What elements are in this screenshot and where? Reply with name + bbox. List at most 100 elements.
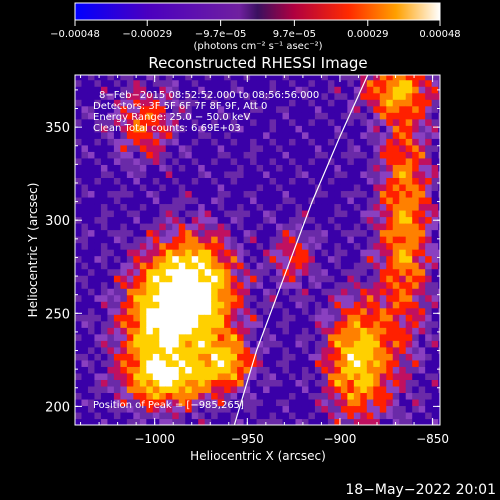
heatmap-cell <box>94 144 102 152</box>
heatmap-cell <box>191 170 199 178</box>
heatmap-cell <box>230 346 238 354</box>
heatmap-cell <box>185 262 193 270</box>
heatmap-cell <box>405 229 413 237</box>
heatmap-cell <box>94 353 102 361</box>
heatmap-cell <box>139 86 147 94</box>
heatmap-cell <box>327 346 335 354</box>
heatmap-cell <box>399 177 407 185</box>
heatmap-cell <box>373 99 381 107</box>
heatmap-cell <box>204 314 212 322</box>
heatmap-cell <box>314 177 323 185</box>
heatmap-cell <box>75 144 83 152</box>
heatmap-cell <box>185 190 193 198</box>
heatmap-cell <box>334 359 342 367</box>
heatmap-cell <box>399 99 407 107</box>
heatmap-cell <box>152 112 160 120</box>
heatmap-cell <box>211 229 219 237</box>
heatmap-cell <box>399 379 407 387</box>
heatmap-cell <box>340 164 348 172</box>
heatmap-cell <box>243 262 251 270</box>
heatmap-cell <box>126 301 134 309</box>
heatmap-cell <box>230 359 238 367</box>
heatmap-cell <box>256 242 264 250</box>
heatmap-cell <box>314 99 323 107</box>
heatmap-cell <box>295 196 303 205</box>
heatmap-cell <box>211 209 219 218</box>
heatmap-cell <box>126 320 134 328</box>
heatmap-cell <box>100 144 109 152</box>
heatmap-cell <box>418 288 426 296</box>
heatmap-cell <box>256 379 264 387</box>
heatmap-cell <box>198 301 206 309</box>
heatmap-cell <box>269 288 277 296</box>
heatmap-cell <box>314 398 323 407</box>
heatmap-cell <box>412 327 420 335</box>
heatmap-cell <box>178 236 186 244</box>
heatmap-cell <box>139 223 147 231</box>
heatmap-cell <box>230 118 238 126</box>
heatmap-cell <box>295 75 303 81</box>
heatmap-cell <box>314 372 323 380</box>
heatmap-cell <box>152 405 160 413</box>
heatmap-cell <box>146 392 154 400</box>
heatmap-cell <box>340 333 348 341</box>
heatmap-cell <box>301 75 310 81</box>
colorbar-ticks: −0.00048 −0.00029 −9.7e−05 9.7e−05 0.00029 0.… <box>50 20 461 40</box>
heatmap-cell <box>379 249 387 257</box>
heatmap-cell <box>126 281 134 289</box>
heatmap-cell <box>204 262 212 270</box>
heatmap-cell <box>75 170 83 178</box>
heatmap-cell <box>301 92 310 100</box>
heatmap-cell <box>146 268 154 276</box>
heatmap-cell <box>353 418 361 425</box>
heatmap-cell <box>314 333 323 341</box>
heatmap-cell <box>360 405 368 413</box>
heatmap-cell <box>256 125 264 133</box>
heatmap-cell <box>360 327 368 335</box>
heatmap-cell <box>412 223 420 231</box>
heatmap-cell <box>295 372 303 380</box>
heatmap-cell <box>165 229 173 237</box>
heatmap-cell <box>412 372 420 380</box>
heatmap-cell <box>126 275 134 283</box>
heatmap-cell <box>379 385 387 394</box>
heatmap-cell <box>263 75 271 81</box>
heatmap-cell <box>250 320 258 328</box>
heatmap-cell <box>431 307 439 315</box>
heatmap-cell <box>399 301 407 309</box>
heatmap-cell <box>217 99 225 107</box>
heatmap-cell <box>373 86 381 94</box>
heatmap-cell <box>327 79 335 87</box>
heatmap-cell <box>237 118 245 126</box>
heatmap-cell <box>412 75 420 81</box>
heatmap-cell <box>94 294 102 302</box>
heatmap-cell <box>418 307 426 315</box>
heatmap-cell <box>191 105 199 113</box>
heatmap-cell <box>314 105 323 113</box>
heatmap-cell <box>250 209 258 218</box>
heatmap-cell <box>224 112 232 120</box>
heatmap-cell <box>340 236 348 244</box>
heatmap-cell <box>87 229 96 237</box>
heatmap-cell <box>250 275 258 283</box>
heatmap-cell <box>237 385 245 394</box>
heatmap-cell <box>243 385 251 394</box>
heatmap-cell <box>217 398 225 407</box>
heatmap-cell <box>94 236 102 244</box>
heatmap-cell <box>94 281 102 289</box>
heatmap-cell <box>347 288 355 296</box>
heatmap-cell <box>308 151 316 159</box>
heatmap-cell <box>360 301 368 309</box>
heatmap-cell <box>308 105 316 113</box>
heatmap-cell <box>159 411 167 420</box>
heatmap-cell <box>165 105 173 113</box>
heatmap-cell <box>250 372 258 380</box>
heatmap-cell <box>250 236 258 244</box>
heatmap-cell <box>314 320 323 328</box>
heatmap-cell <box>211 196 219 205</box>
heatmap-cell <box>120 86 128 94</box>
heatmap-cell <box>282 170 290 178</box>
heatmap-cell <box>263 151 271 159</box>
heatmap-cell <box>282 405 290 413</box>
heatmap-cell <box>314 144 323 152</box>
